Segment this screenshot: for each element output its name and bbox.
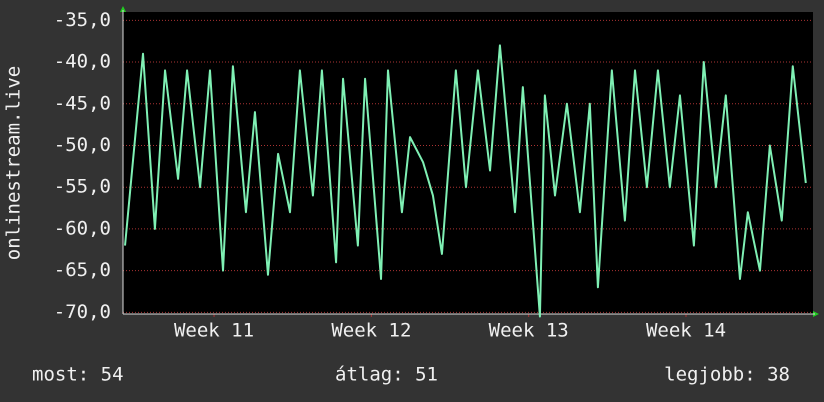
y-tick-label: -40,0 [54,51,111,73]
y-tick-label: -65,0 [54,259,111,281]
y-tick-label: -35,0 [54,9,111,31]
footer-average: átlag: 51 [335,364,438,386]
series-line [124,44,807,318]
x-tick-label: Week 11 [174,320,254,342]
y-tick-label: -70,0 [54,301,111,323]
x-tick-label: Week 12 [331,320,411,342]
y-tick-label: -60,0 [54,217,111,239]
y-axis-label: onlinestream.live [3,66,25,260]
x-tick-label: Week 13 [489,320,569,342]
footer-best: legjobb: 38 [664,364,790,386]
y-tick-label: -50,0 [54,134,111,156]
y-tick-label: -55,0 [54,176,111,198]
y-axis-arrow [120,6,126,12]
x-axis-arrow [813,311,819,317]
footer-current: most: 54 [32,364,124,386]
x-tick-label: Week 14 [646,320,726,342]
y-tick-label: -45,0 [54,92,111,114]
